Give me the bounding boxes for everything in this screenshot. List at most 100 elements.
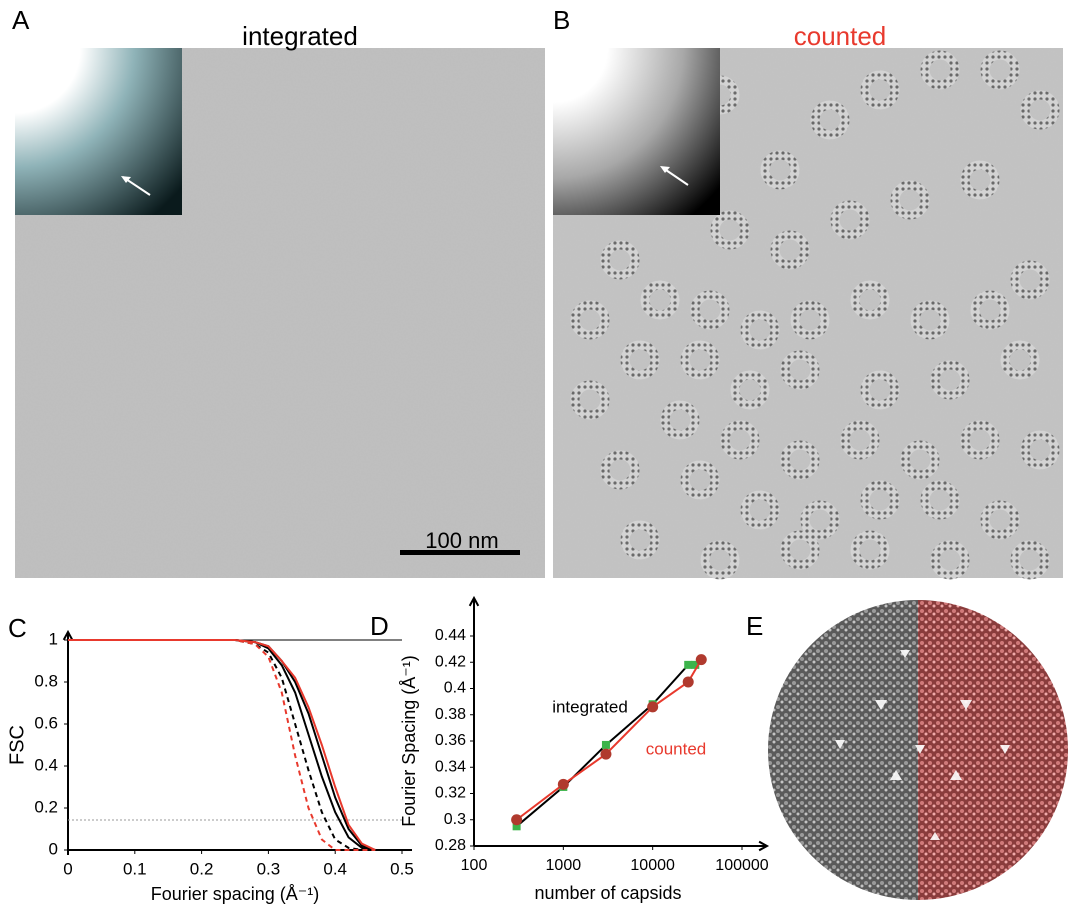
marker — [684, 660, 693, 669]
y-tick-label: 0.8 — [34, 671, 58, 690]
capsid — [660, 400, 700, 440]
series-label: integrated — [552, 697, 628, 716]
x-tick-label: 10000 — [630, 857, 675, 874]
capsid — [960, 420, 1000, 460]
x-tick-label: 0 — [63, 859, 72, 878]
capsid — [1000, 340, 1040, 380]
y-axis-label: FSC — [6, 725, 28, 765]
fsc-curve — [68, 639, 376, 851]
capsid — [780, 530, 820, 570]
capsid — [920, 50, 960, 90]
x-tick-label: 1000 — [546, 857, 582, 874]
axis-arrow — [758, 840, 770, 852]
panel-title: integrated — [242, 21, 358, 51]
capsid — [620, 520, 660, 560]
y-tick-label: 0.32 — [435, 785, 466, 802]
capsid — [890, 180, 930, 220]
capsid — [860, 480, 900, 520]
micrograph-a — [15, 48, 545, 578]
capsid — [980, 50, 1020, 90]
y-tick-label: 0.4 — [444, 680, 466, 697]
axis-arrow — [468, 595, 480, 607]
y-tick-label: 0.6 — [34, 713, 58, 732]
fsc-curve — [68, 639, 376, 851]
capsid — [850, 530, 890, 570]
capsid — [600, 450, 640, 490]
capsid — [980, 500, 1020, 540]
capsid — [800, 500, 840, 540]
capsid — [600, 240, 640, 280]
y-tick-label: 0.36 — [435, 732, 466, 749]
capsid — [620, 340, 660, 380]
y-tick-label: 1 — [49, 629, 58, 648]
capsid — [1020, 430, 1060, 470]
x-tick-label: 100 — [461, 857, 488, 874]
x-tick-label: 0.3 — [257, 859, 281, 878]
y-tick-label: 0.3 — [444, 811, 466, 828]
x-tick-label: 0.2 — [190, 859, 214, 878]
capsid — [740, 310, 780, 350]
marker — [601, 740, 610, 749]
panel-label: B — [553, 5, 570, 35]
marker — [557, 778, 569, 790]
marker — [691, 660, 700, 669]
capsid — [710, 210, 750, 250]
capsid — [860, 70, 900, 110]
capsid-model — [768, 600, 1068, 900]
capsid — [1010, 260, 1050, 300]
capsid — [930, 540, 970, 580]
y-axis-label: Fourier Spacing (Å⁻¹) — [399, 655, 419, 827]
y-tick-label: 0.4 — [34, 755, 58, 774]
capsid — [900, 440, 940, 480]
capsid — [770, 230, 810, 270]
capsid — [700, 540, 740, 580]
x-tick-label: 0.4 — [323, 859, 347, 878]
fsc-curve — [68, 639, 376, 851]
capsid — [780, 440, 820, 480]
panel-label: A — [12, 5, 30, 35]
series-label: counted — [646, 739, 707, 758]
marker — [511, 814, 523, 826]
capsid — [960, 160, 1000, 200]
capsid — [640, 280, 680, 320]
capsid — [730, 370, 770, 410]
axis-arrow — [62, 629, 74, 641]
fsc-curve — [68, 639, 376, 851]
panel-label: E — [746, 611, 763, 641]
capsid — [910, 300, 950, 340]
capsid — [570, 380, 610, 420]
micrograph-b — [553, 48, 1063, 580]
y-tick-label: 0.2 — [34, 797, 58, 816]
panel-title: counted — [794, 21, 887, 51]
capsid — [740, 490, 780, 530]
y-tick-label: 0.42 — [435, 653, 466, 670]
marker — [682, 676, 694, 688]
capsid — [790, 300, 830, 340]
x-axis-label: Fourier spacing (Å⁻¹) — [151, 884, 320, 904]
capsid — [840, 420, 880, 460]
capsid — [1020, 90, 1060, 130]
x-tick-label: 0.5 — [390, 859, 414, 878]
marker — [695, 654, 707, 666]
y-tick-label: 0.34 — [435, 758, 466, 775]
capsid — [810, 100, 850, 140]
capsid — [860, 370, 900, 410]
x-tick-label: 0.1 — [123, 859, 147, 878]
y-tick-label: 0 — [49, 839, 58, 858]
capsid — [970, 290, 1010, 330]
scale-bar-label: 100 nm — [425, 528, 498, 553]
capsid — [760, 150, 800, 190]
y-tick-label: 0.44 — [435, 627, 466, 644]
capsid — [780, 350, 820, 390]
capsid — [680, 460, 720, 500]
capsid — [570, 300, 610, 340]
y-tick-label: 0.28 — [435, 837, 466, 854]
marker — [512, 822, 521, 831]
marker — [600, 748, 612, 760]
panel-label: C — [8, 613, 27, 643]
capsid — [680, 340, 720, 380]
capsid — [850, 280, 890, 320]
capsid — [920, 480, 960, 520]
capsid — [690, 290, 730, 330]
